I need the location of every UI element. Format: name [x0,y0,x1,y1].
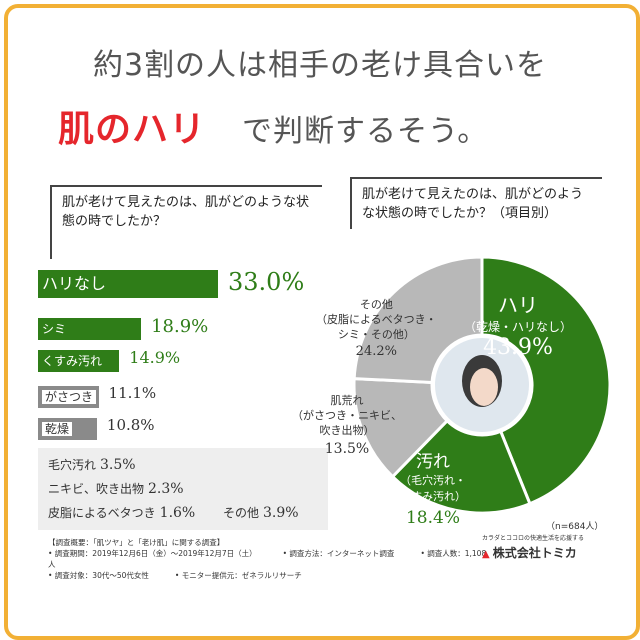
minor-item: ニキビ、吹き出物 2.3% [48,480,184,497]
pie-chart [352,255,612,515]
company-name: 株式会社トミカ [482,546,577,560]
pie-label-sonota-sub2: シミ・その他） [337,328,415,341]
pie-label-hari-name: ハリ [498,293,538,317]
minor-item-label: 毛穴汚れ [48,458,97,472]
survey-note-title: 【調査概要：「肌ツヤ」と「老け肌」に関する調査】 [48,538,225,547]
pie-label-hadaare-sub: （がさつき・ニキビ、 [292,409,402,422]
minor-item: 皮脂によるベタつき 1.6% [48,504,195,521]
bar: シミ [38,318,142,340]
pie-label-hari: ハリ （乾燥・ハリなし） 43.9% [464,289,572,360]
pie-label-yogore-name: 汚れ [416,452,450,472]
survey-period: • 調査期間：2019年12月6日（金）〜2019年12月7日（土） [48,549,257,558]
pie-label-yogore-sub: （毛穴汚れ・ [400,474,466,487]
minor-item-label: ニキビ、吹き出物 [48,482,145,496]
bar-value: 10.8% [106,416,155,434]
pie-label-sonota-sub: （皮脂によるベタつき・ [316,313,437,326]
pie-slice [480,255,612,506]
pie-label-yogore: 汚れ （毛穴汚れ・ くすみ汚れ） 18.4% [400,447,466,528]
minor-item: 毛穴汚れ 3.5% [48,456,136,473]
minor-item-value: 2.3% [148,481,184,497]
bar: 乾燥 [38,418,97,440]
survey-target: • 調査対象：30代〜50代女性 [48,571,149,580]
infographic-panel: 肌が老けて見えたのは、肌がどのような状態の時でしたか？ 肌が老けて見えたのは、肌… [30,165,612,580]
survey-count: • 調査人数：1,108人 [48,549,487,569]
minor-item-value: 3.9% [263,505,299,521]
portrait-face [470,368,498,406]
bar-label: 乾燥 [42,422,73,436]
bar-label: シミ [42,322,67,336]
minor-item-label: 皮脂によるベタつき [48,506,156,520]
pie-value-yogore: 18.4% [405,508,460,528]
minor-item-label: その他 [223,506,260,520]
bar-value: 18.9% [151,316,209,337]
headline-rest: で判断するそう。 [242,114,489,149]
pie-value-sonota: 24.2% [355,344,397,359]
pie-label-sonota: その他 （皮脂によるベタつき・ シミ・その他） 24.2% [316,297,437,359]
bar-label: ハリなし [42,274,107,293]
survey-method: • 調査方法：インターネット調査 [282,549,395,558]
pie-label-sonota-name: その他 [359,298,393,311]
bar-label: がさつき [42,390,97,404]
minor-items-box: 毛穴汚れ 3.5% ニキビ、吹き出物 2.3% 皮脂によるベタつき 1.6% その他 3… [38,448,328,530]
bar: くすみ汚れ [38,350,120,372]
bar: ハリなし [38,270,218,298]
pie-value-hadaare: 13.5% [324,441,370,457]
headline-line1: 約3割の人は相手の老け具合いを [92,48,548,83]
headline-line2: 肌のハリ で判断するそう。 [58,100,488,152]
pie-slice [352,255,484,385]
minor-item: その他 3.9% [223,504,299,521]
minor-item-value: 3.5% [100,457,136,473]
bar-value: 14.9% [129,348,181,367]
pie-label-hadaare: 肌荒れ （がさつき・ニキビ、 吹き出物） 13.5% [292,393,402,457]
company-logo: カラダとココロの快適生活を応援する 株式会社トミカ [482,533,612,561]
minor-item-value: 1.6% [159,505,196,521]
bar: がさつき [38,386,99,408]
survey-provider: • モニター提供元：ゼネラルリサーチ [174,571,302,580]
bar-label: くすみ汚れ [42,354,103,368]
survey-note: 【調査概要：「肌ツヤ」と「老け肌」に関する調査】 • 調査期間：2019年12月… [48,537,488,581]
bar-value: 33.0% [228,268,305,296]
survey-note-row2: • 調査対象：30代〜50代女性 • モニター提供元：ゼネラルリサーチ [48,570,488,581]
right-question: 肌が老けて見えたのは、肌がどのような状態の時でしたか？（項目別） [350,177,602,229]
bar-value: 11.1% [108,384,157,402]
pie-label-hadaare-sub2: 吹き出物） [319,424,375,437]
pie-value-hari: 43.9% [483,335,553,360]
pie-label-hadaare-name: 肌荒れ [330,394,364,407]
left-question: 肌が老けて見えたのは、肌がどのような状態の時でしたか？ [50,185,322,259]
company-tagline: カラダとココロの快適生活を応援する [482,535,585,542]
pie-label-yogore-sub2: くすみ汚れ） [400,490,466,503]
pie-slice [390,418,532,515]
pie-label-hari-sub: （乾燥・ハリなし） [464,320,573,334]
sample-size: （n=684人） [546,522,604,532]
survey-note-row1: • 調査期間：2019年12月6日（金）〜2019年12月7日（土） • 調査方法… [48,548,488,570]
headline-highlight: 肌のハリ [58,109,207,150]
